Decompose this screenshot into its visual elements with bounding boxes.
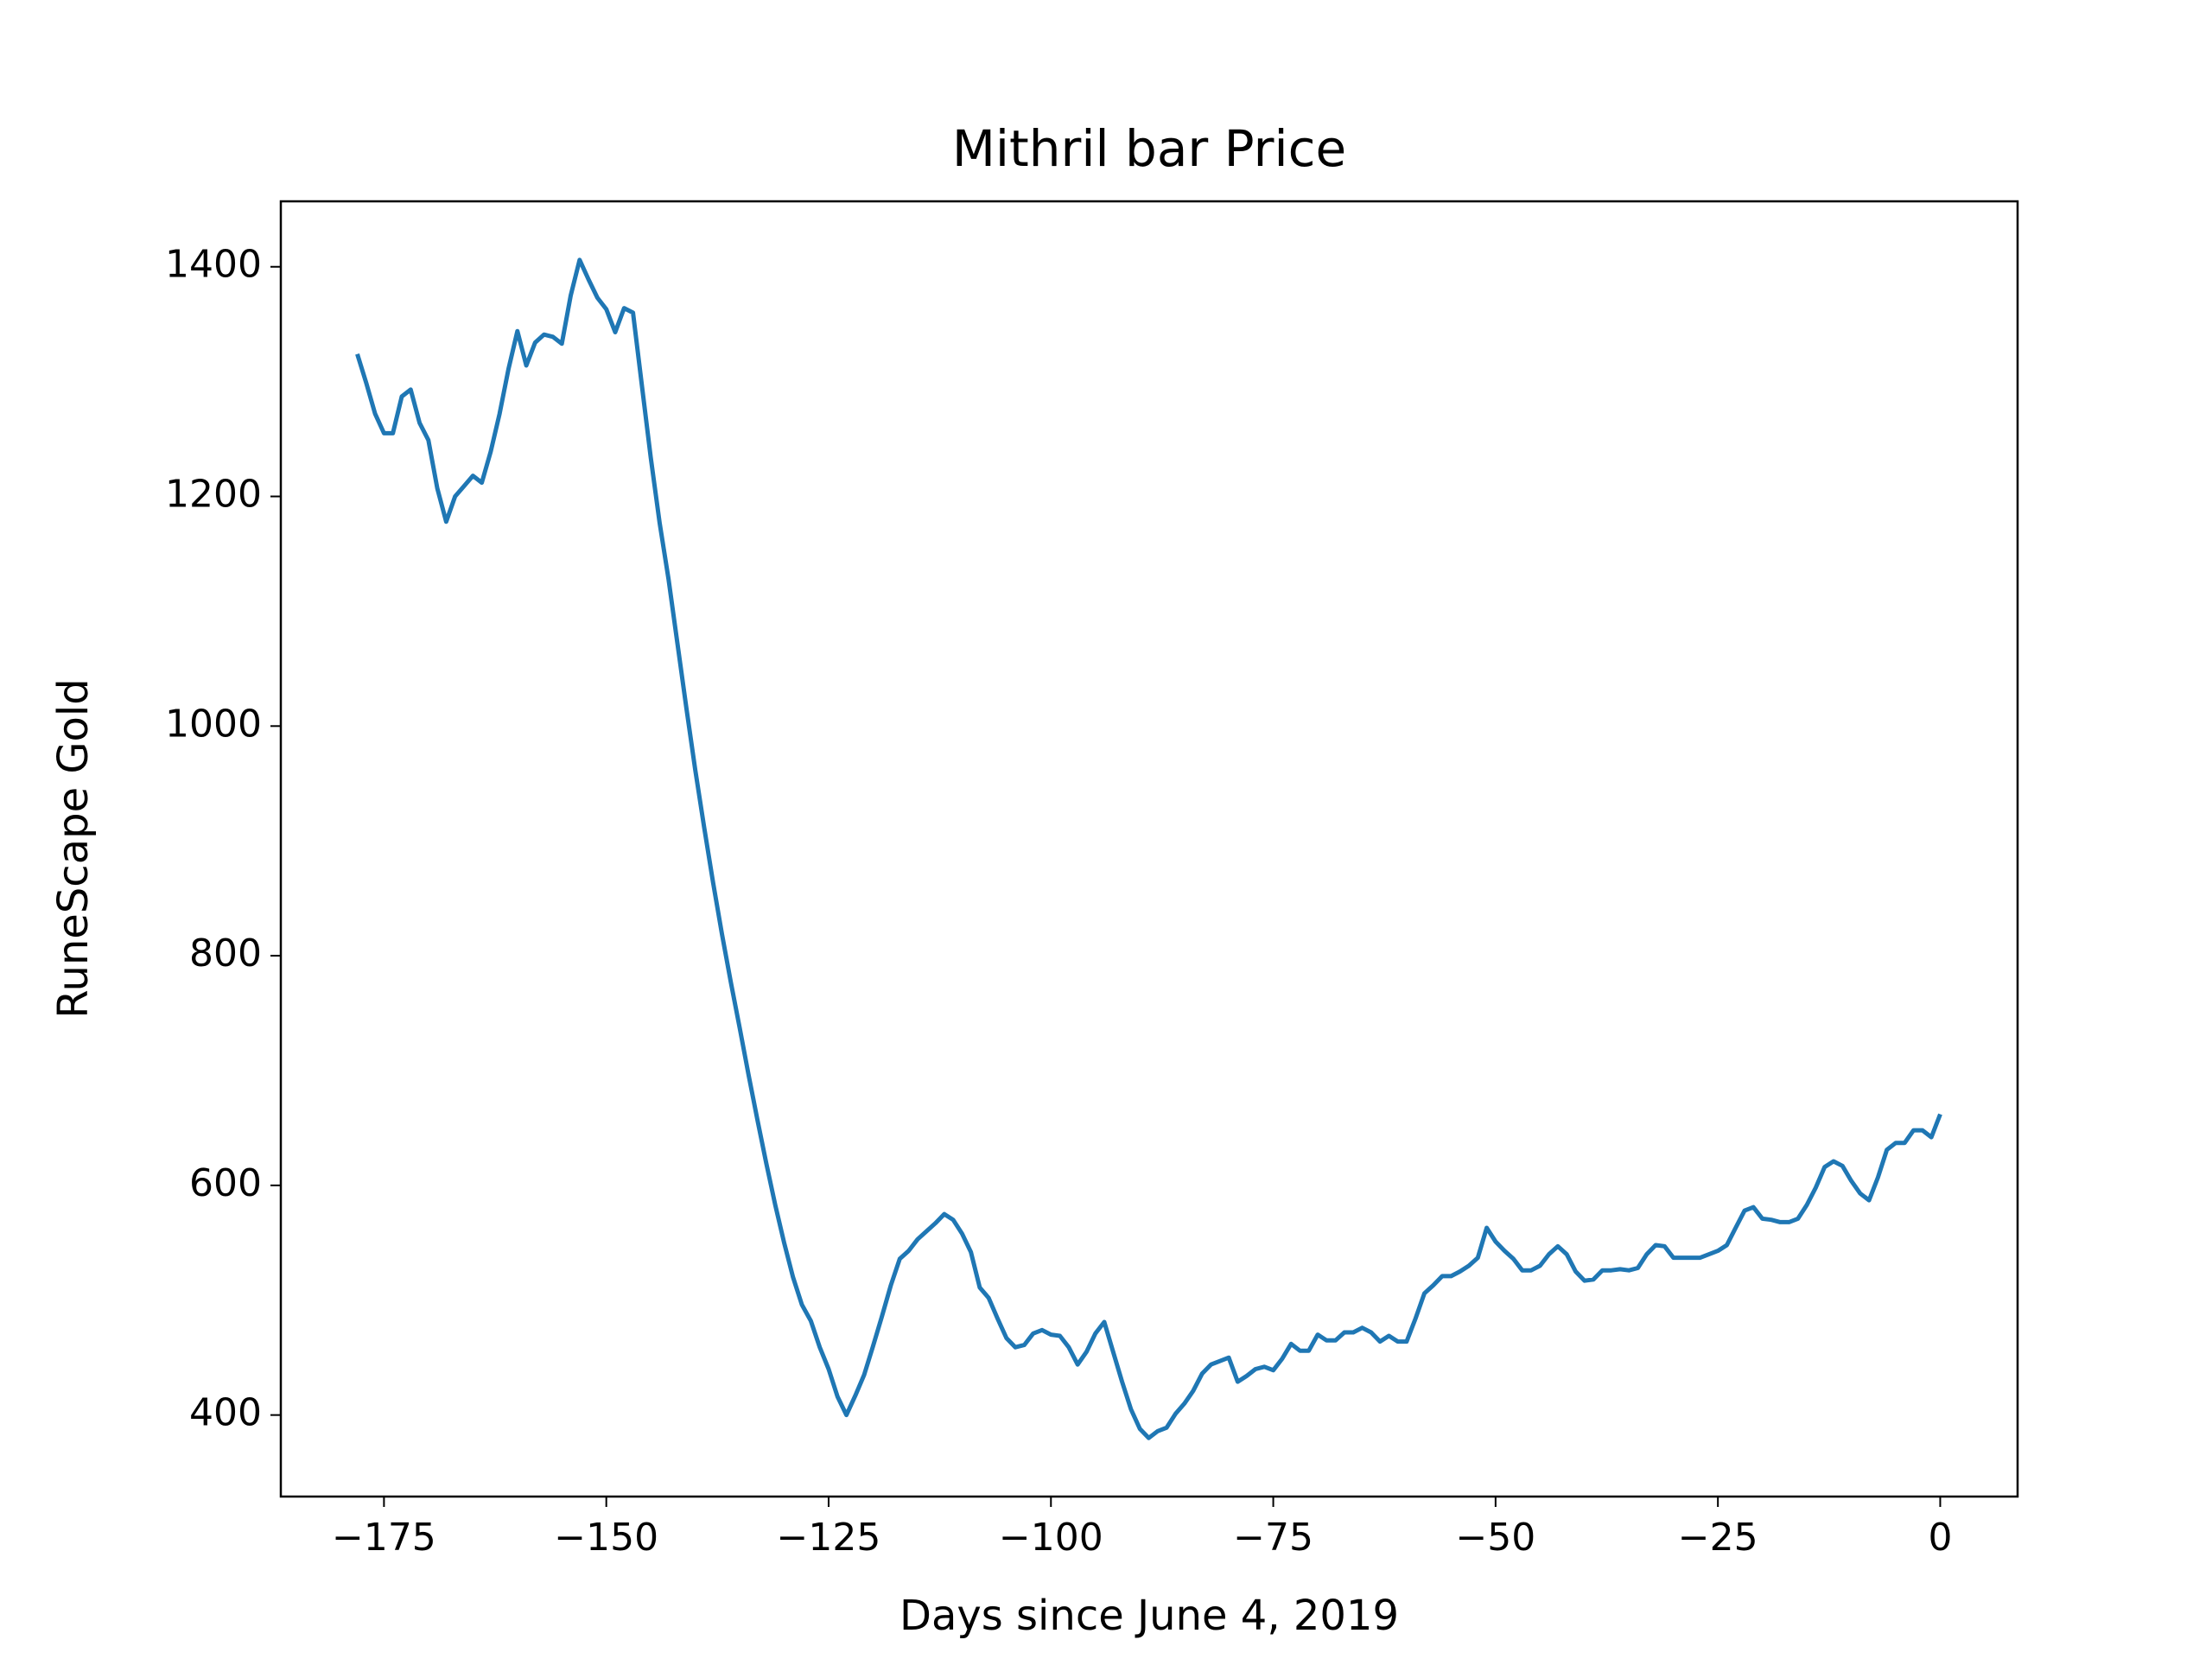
x-axis-label: Days since June 4, 2019	[899, 1592, 1399, 1640]
y-tick-label: 1200	[165, 473, 262, 517]
y-tick-label: 1400	[165, 243, 262, 287]
y-tick-label: 400	[189, 1391, 262, 1435]
x-tick-label: −100	[999, 1516, 1103, 1560]
chart-title: Mithril bar Price	[952, 119, 1346, 178]
x-tick-label: −125	[777, 1516, 881, 1560]
x-tick-label: −75	[1233, 1516, 1313, 1560]
y-tick-label: 800	[189, 931, 262, 976]
y-tick-label: 600	[189, 1161, 262, 1205]
x-tick-label: −175	[332, 1516, 436, 1560]
plot-frame	[279, 200, 2019, 1498]
x-tick-label: 0	[1928, 1516, 1952, 1560]
x-tick-label: −150	[554, 1516, 658, 1560]
x-tick-label: −25	[1678, 1516, 1758, 1560]
y-axis-label: RuneScape Gold	[49, 678, 98, 1018]
y-tick-label: 1000	[165, 702, 262, 746]
x-tick-label: −50	[1455, 1516, 1535, 1560]
price-line	[355, 257, 1942, 1440]
